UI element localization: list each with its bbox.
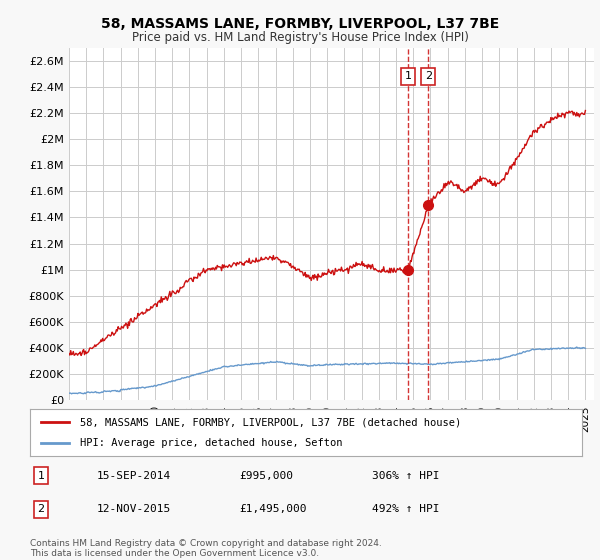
Text: 2: 2: [425, 71, 432, 81]
Text: 492% ↑ HPI: 492% ↑ HPI: [372, 504, 440, 514]
Text: 12-NOV-2015: 12-NOV-2015: [96, 504, 170, 514]
Text: Contains HM Land Registry data © Crown copyright and database right 2024.
This d: Contains HM Land Registry data © Crown c…: [30, 539, 382, 558]
Text: HPI: Average price, detached house, Sefton: HPI: Average price, detached house, Seft…: [80, 438, 342, 448]
Text: 58, MASSAMS LANE, FORMBY, LIVERPOOL, L37 7BE (detached house): 58, MASSAMS LANE, FORMBY, LIVERPOOL, L37…: [80, 417, 461, 427]
Text: £995,000: £995,000: [240, 470, 294, 480]
Text: Price paid vs. HM Land Registry's House Price Index (HPI): Price paid vs. HM Land Registry's House …: [131, 31, 469, 44]
Text: 2: 2: [37, 504, 44, 514]
Text: 1: 1: [38, 470, 44, 480]
Text: 15-SEP-2014: 15-SEP-2014: [96, 470, 170, 480]
Text: 58, MASSAMS LANE, FORMBY, LIVERPOOL, L37 7BE: 58, MASSAMS LANE, FORMBY, LIVERPOOL, L37…: [101, 17, 499, 31]
Text: 1: 1: [405, 71, 412, 81]
Text: £1,495,000: £1,495,000: [240, 504, 307, 514]
Text: 306% ↑ HPI: 306% ↑ HPI: [372, 470, 440, 480]
